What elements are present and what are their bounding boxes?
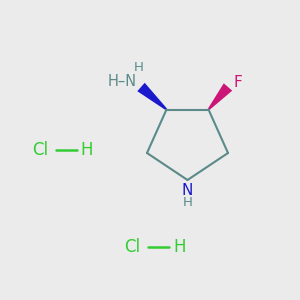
Text: H: H	[173, 238, 186, 256]
Polygon shape	[137, 83, 167, 110]
Text: Cl: Cl	[32, 141, 49, 159]
Text: H–N: H–N	[107, 74, 136, 89]
Text: H: H	[134, 61, 143, 74]
Text: F: F	[233, 75, 242, 90]
Text: H: H	[183, 196, 192, 209]
Text: H: H	[81, 141, 93, 159]
Polygon shape	[208, 83, 232, 110]
Text: N: N	[182, 183, 193, 198]
Text: Cl: Cl	[124, 238, 140, 256]
